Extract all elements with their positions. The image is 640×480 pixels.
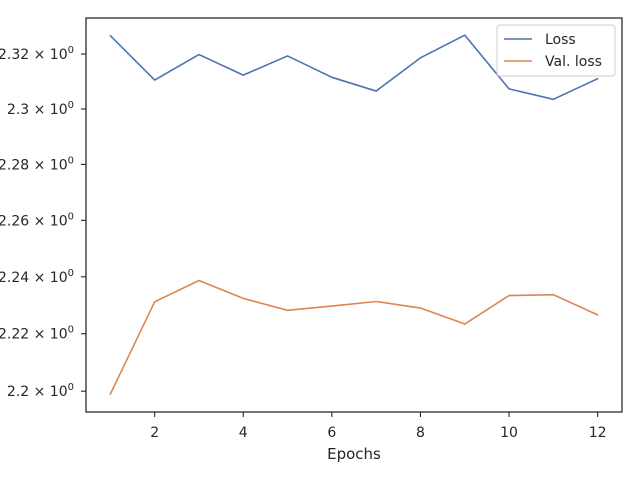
x-axis-label: Epochs (327, 445, 381, 463)
y-tick-label: 2.26 × 100 (0, 211, 74, 229)
x-tick-label: 12 (589, 425, 607, 441)
x-tick-label: 8 (416, 425, 425, 441)
y-tick-label: 2.2 × 100 (7, 382, 74, 400)
y-tick-label: 2.22 × 100 (0, 325, 74, 343)
x-axis: 2 4 6 8 10 12 (150, 412, 607, 441)
x-tick-label: 10 (500, 425, 518, 441)
x-tick-label: 6 (327, 425, 336, 441)
y-tick-label: 2.24 × 100 (0, 268, 74, 286)
series-line-val-loss (109, 279, 599, 395)
y-tick-label: 2.3 × 100 (7, 100, 74, 118)
plot-area (109, 34, 599, 395)
series-line-loss (109, 34, 599, 101)
legend: Loss Val. loss (496, 24, 616, 77)
x-tick-label: 4 (239, 425, 248, 441)
legend-entry-label: Val. loss (545, 54, 602, 70)
x-tick-label: 2 (150, 425, 159, 441)
legend-box (496, 24, 616, 77)
y-tick-label: 2.28 × 100 (0, 155, 74, 173)
y-tick-label: 2.32 × 100 (0, 45, 74, 63)
legend-entry-label: Loss (545, 32, 576, 48)
axes-frame (85, 17, 623, 413)
y-axis: 2.2 × 100 2.22 × 100 2.24 × 100 2.26 × 100 2… (0, 45, 86, 400)
